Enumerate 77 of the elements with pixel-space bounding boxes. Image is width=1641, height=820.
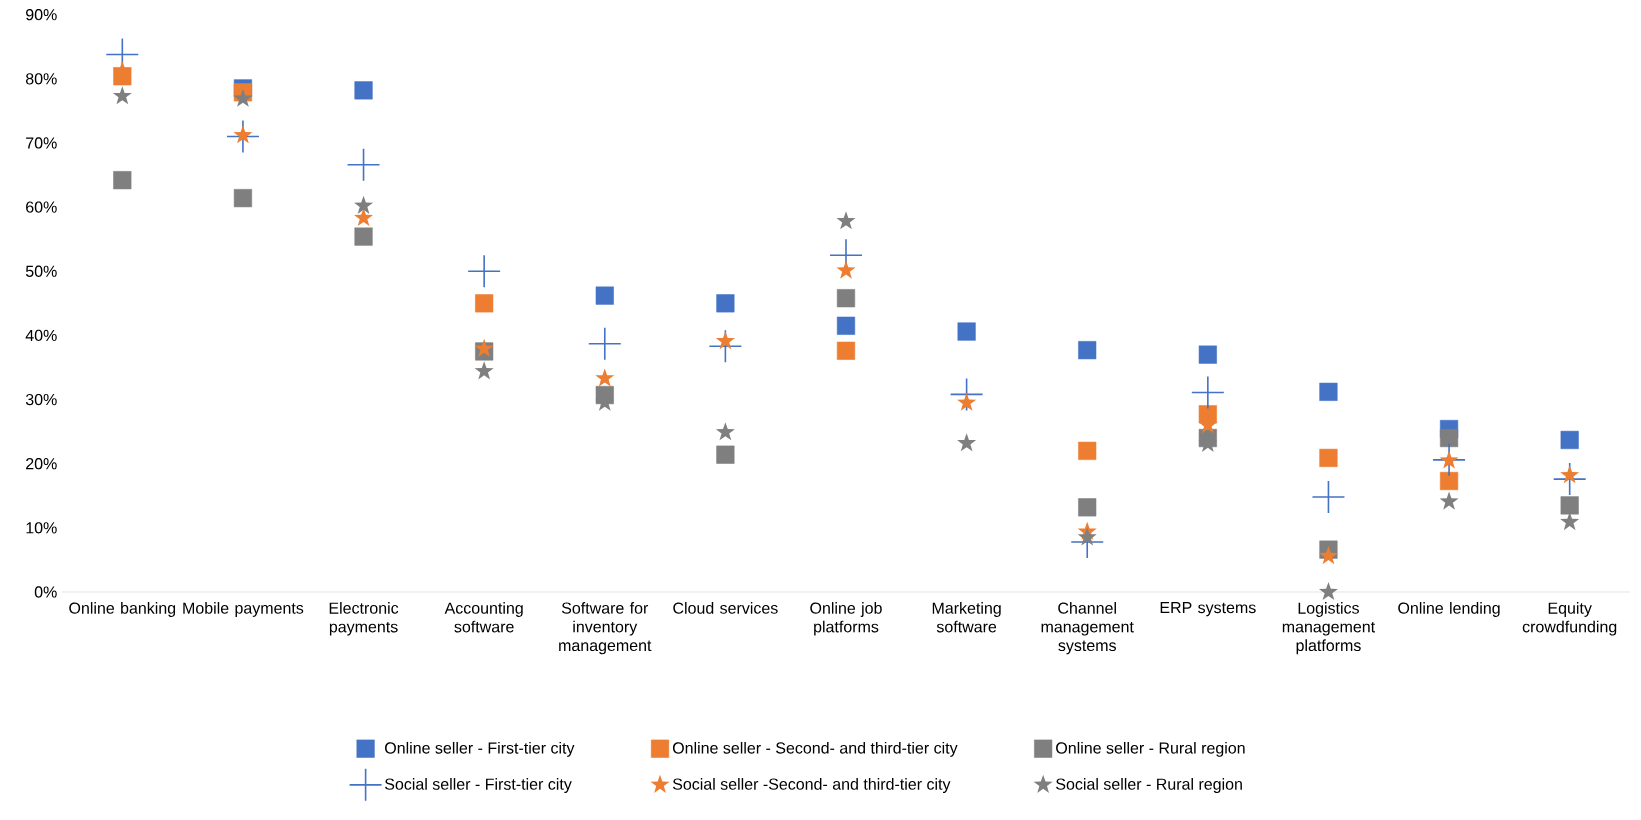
point <box>588 327 621 360</box>
point <box>1560 496 1579 515</box>
x-tick-label: Cloud services <box>673 602 778 614</box>
point <box>354 208 374 227</box>
y-tick-label: 20% <box>26 458 57 470</box>
point <box>957 322 976 341</box>
x-tick-label: Channel management systems <box>1041 602 1134 655</box>
point <box>836 289 856 308</box>
point <box>957 392 977 411</box>
legend-label: Social seller - Rural region <box>1056 778 1242 793</box>
point <box>595 286 614 305</box>
point <box>354 81 373 100</box>
legend-label: Online seller - Rural region <box>1056 741 1245 757</box>
point <box>112 86 132 105</box>
point <box>1319 448 1338 467</box>
x-tick-label: Online lending <box>1398 602 1500 617</box>
point <box>1318 546 1338 565</box>
point <box>715 422 735 441</box>
x-tick-label: Marketing software <box>932 602 1001 633</box>
point <box>1560 430 1579 450</box>
point <box>1078 341 1097 360</box>
point <box>475 294 494 313</box>
point <box>836 341 856 360</box>
x-tick-label: Online banking <box>69 602 176 617</box>
x-tick-label: Accounting software <box>444 602 523 633</box>
point <box>474 361 494 380</box>
point <box>113 171 132 190</box>
x-tick-label: Equity crowdfunding <box>1522 602 1617 636</box>
y-tick-label: 90% <box>26 9 57 21</box>
y-tick-label: 70% <box>26 137 57 149</box>
x-tick-label: ERP systems <box>1160 602 1256 617</box>
y-tick-label: 0% <box>34 586 57 598</box>
point <box>1078 498 1097 517</box>
point <box>1198 345 1217 364</box>
point <box>1078 441 1097 460</box>
point <box>836 211 856 230</box>
point <box>1077 527 1097 546</box>
point <box>1318 581 1338 601</box>
point <box>233 125 253 144</box>
point <box>468 255 501 288</box>
y-tick-label: 40% <box>25 329 57 342</box>
x-tick-label: Electronic payments <box>329 602 399 636</box>
point <box>1191 376 1224 409</box>
point <box>354 227 373 246</box>
y-tick-label: 60% <box>26 201 57 213</box>
point <box>595 368 615 387</box>
point <box>836 316 856 335</box>
point <box>1439 491 1459 510</box>
point <box>1439 450 1459 469</box>
x-tick-label: Software for inventory management <box>559 602 652 655</box>
legend-label: Online seller - Second- and third-tier city <box>672 741 958 757</box>
y-tick-label: 50% <box>25 265 57 277</box>
legend-label: Social seller - First-tier city <box>385 778 572 793</box>
point <box>233 88 253 107</box>
point <box>715 331 735 350</box>
legend-label: Online seller - First-tier city <box>385 741 575 757</box>
point <box>1560 465 1580 484</box>
y-tick-label: 30% <box>25 393 57 406</box>
x-tick-label: Online job platforms <box>810 602 882 636</box>
legend-label: Social seller -Second- and third-tier city <box>672 778 951 793</box>
y-tick-label: 10% <box>26 522 57 534</box>
x-tick-label: Logistics management platforms <box>1282 602 1376 655</box>
point <box>1312 481 1345 514</box>
point <box>1439 471 1459 491</box>
point <box>347 148 380 181</box>
point <box>233 189 252 208</box>
y-tick-label: 80% <box>25 73 57 85</box>
point <box>474 338 494 357</box>
point <box>836 260 856 279</box>
point <box>716 445 735 464</box>
point <box>354 195 374 214</box>
point <box>957 433 977 452</box>
point <box>716 294 735 313</box>
point <box>1319 382 1338 401</box>
point <box>1439 428 1459 448</box>
x-tick-label: Mobile payments <box>183 602 304 617</box>
point <box>1560 512 1580 531</box>
